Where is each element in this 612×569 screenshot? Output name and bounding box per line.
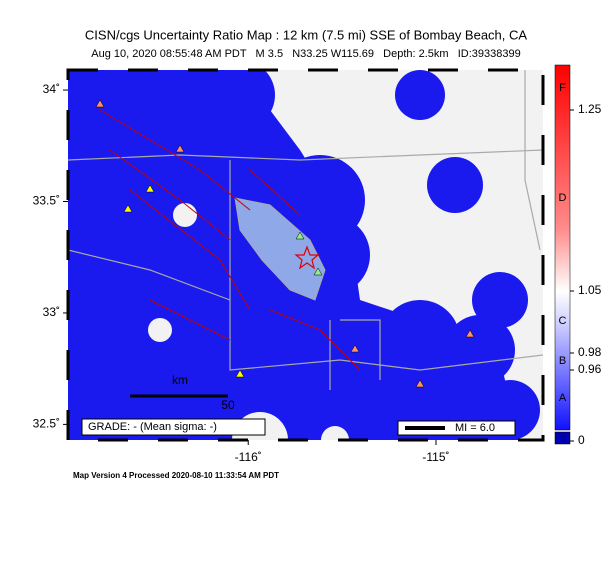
- y-tick-label: 33˚: [43, 305, 60, 319]
- footer: Map Version 4 Processed 2020-08-10 11:33…: [73, 471, 279, 480]
- map-area: GRADE: - (Mean sigma: -) MI = 6.0 km 50: [68, 70, 543, 440]
- y-tick-label: 34˚: [43, 82, 60, 96]
- mi-legend: MI = 6.0: [455, 422, 495, 434]
- colorbar-grade: D: [559, 192, 567, 204]
- subtitle: Aug 10, 2020 08:55:48 AM PDT M 3.5 N33.2…: [91, 48, 520, 60]
- colorbar-label: 0.98: [578, 345, 602, 359]
- colorbar: [554, 64, 571, 431]
- y-tick-label: 32.5˚: [33, 417, 60, 431]
- colorbar-label: 0: [578, 433, 585, 447]
- colorbar-label: 0.96: [578, 362, 602, 376]
- x-tick-label: -115˚: [422, 450, 449, 464]
- x-tick-label: -116˚: [235, 450, 262, 464]
- colorbar-label: 1.25: [578, 102, 602, 116]
- title: CISN/cgs Uncertainty Ratio Map : 12 km (…: [85, 27, 527, 42]
- grade: GRADE: - (Mean sigma: -): [88, 421, 217, 433]
- colorbar-grade: A: [559, 392, 567, 404]
- colorbar-grade: B: [559, 355, 566, 367]
- scale-unit: km: [172, 373, 188, 387]
- colorbar-grade: C: [559, 315, 567, 327]
- colorbar-zero: [554, 431, 571, 445]
- y-tick-label: 33.5˚: [33, 194, 60, 208]
- colorbar-grade: F: [559, 82, 566, 94]
- scale-label: 50: [221, 398, 235, 412]
- colorbar-label: 1.05: [578, 283, 602, 297]
